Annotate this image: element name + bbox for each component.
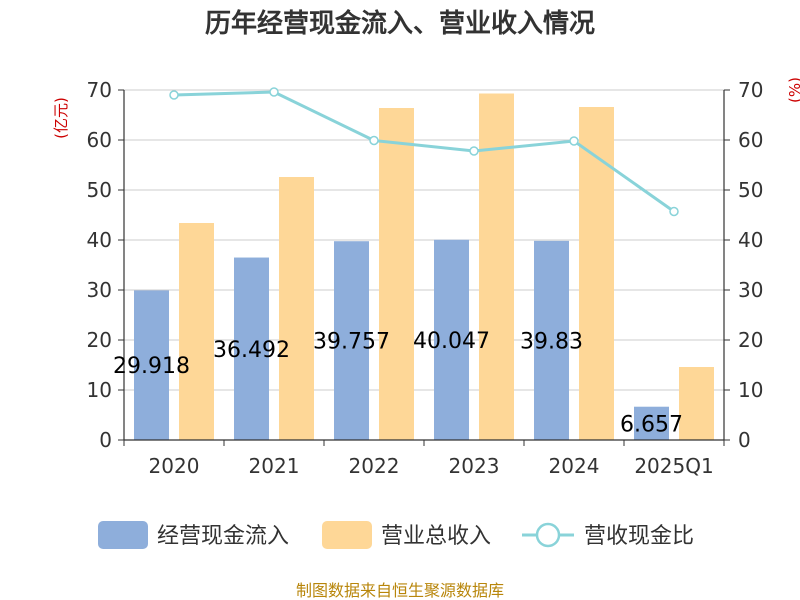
x-axis-tick-label: 2024: [549, 454, 600, 478]
legend-label-ratio: 营收现金比: [584, 524, 694, 549]
line-point: [669, 206, 679, 217]
left-axis-tick-label: 40: [87, 228, 112, 252]
legend-label-revenue: 营业总收入: [381, 524, 491, 549]
data-label: 6.657: [620, 412, 683, 437]
source-note: 制图数据来自恒生聚源数据库: [296, 581, 504, 600]
right-axis-unit: (%): [786, 77, 800, 103]
line-point: [269, 87, 279, 97]
left-axis-tick-label: 50: [87, 178, 112, 202]
data-label: 36.492: [213, 338, 290, 363]
x-axis-tick-label: 2023: [449, 454, 500, 478]
bar-revenue: [279, 177, 314, 440]
line-point: [569, 136, 579, 146]
right-axis-tick-label: 20: [738, 328, 763, 352]
right-axis-tick-label: 30: [738, 278, 763, 302]
right-axis-tick-label: 50: [738, 178, 763, 202]
line-point: [169, 90, 179, 100]
data-label: 40.047: [413, 329, 490, 354]
bar-cash-inflow: [534, 240, 569, 440]
line-revenue-cash-ratio: [173, 90, 675, 213]
x-axis-tick-label: 2025Q1: [634, 454, 713, 478]
legend-swatch-cash-inflow: [98, 521, 148, 549]
left-axis-tick-label: 10: [87, 378, 112, 402]
bar-revenue: [479, 93, 514, 440]
right-axis-tick-label: 60: [738, 128, 763, 152]
data-label: 39.757: [313, 330, 390, 355]
bar-cash-inflow: [234, 257, 269, 440]
right-axis-tick-label: 40: [738, 228, 763, 252]
bar-cash-inflow: [334, 241, 369, 440]
bar-cash-inflow: [634, 406, 669, 440]
legend-marker-ratio: [535, 522, 561, 548]
right-axis-tick-label: 10: [738, 378, 763, 402]
left-axis-tick-label: 20: [87, 328, 112, 352]
data-label: 39.83: [520, 329, 583, 354]
left-axis-unit: (亿元): [52, 97, 70, 139]
left-axis-tick-label: 0: [99, 428, 112, 452]
bar-revenue: [379, 108, 414, 440]
right-axis-tick-label: 0: [738, 428, 751, 452]
left-axis-tick-label: 70: [87, 78, 112, 102]
bar-revenue: [579, 107, 614, 440]
line-point: [469, 146, 479, 156]
bar-cash-inflow: [434, 239, 469, 440]
left-axis-tick-label: 30: [87, 278, 112, 302]
bar-revenue: [679, 367, 714, 440]
chart-title: 历年经营现金流入、营业收入情况: [205, 8, 595, 39]
legend-label-cash-inflow: 经营现金流入: [157, 524, 289, 549]
bar-revenue: [179, 223, 214, 440]
left-axis-tick-label: 60: [87, 128, 112, 152]
line-point: [369, 135, 379, 146]
x-axis-tick-label: 2021: [249, 454, 300, 478]
x-axis-tick-label: 2020: [149, 454, 200, 478]
bar-cash-inflow: [134, 290, 169, 440]
data-label: 29.918: [113, 354, 190, 379]
legend-swatch-revenue: [322, 521, 372, 549]
x-axis-tick-label: 2022: [349, 454, 400, 478]
right-axis-tick-label: 70: [738, 78, 763, 102]
